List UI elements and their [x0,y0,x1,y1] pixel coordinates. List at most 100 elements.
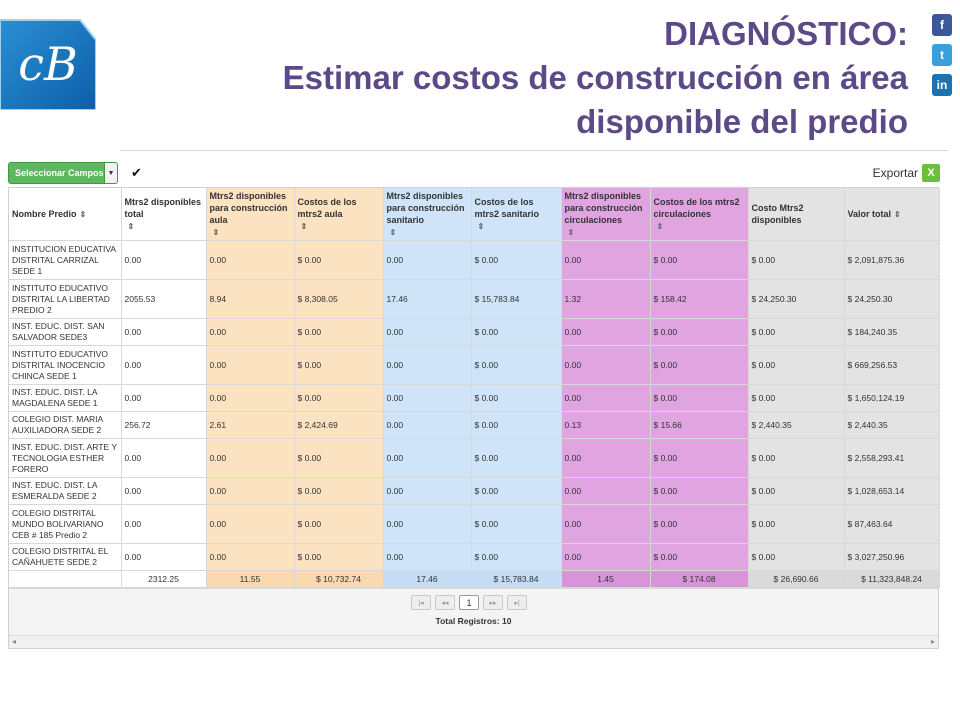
table-cell: 0.00 [561,477,651,505]
table-cell: $ 0.00 [471,438,562,478]
sort-icon[interactable]: ⇕ [300,221,308,231]
column-header[interactable]: Mtrs2 disponibles total ⇕ [121,188,207,241]
next-page-button[interactable]: ▸▸ [483,595,503,610]
predio-name-cell: INST. EDUC. DIST. SAN SALVADOR SEDE3 [9,318,122,346]
table-row[interactable]: INSTITUTO EDUCATIVO DISTRITAL INOCENCIO … [9,345,940,385]
table-cell: $ 0.00 [471,477,562,505]
prev-page-button[interactable]: ◂◂ [435,595,455,610]
scroll-right-icon[interactable]: ▸ [930,637,935,646]
column-header[interactable]: Mtrs2 disponibles para construcción aula… [206,188,295,241]
sort-icon[interactable]: ⇕ [212,227,220,237]
column-header[interactable]: Mtrs2 disponibles para construcción circ… [561,188,651,241]
table-cell: $ 0.00 [294,345,384,385]
table-row[interactable]: INSTITUTO EDUCATIVO DISTRITAL LA LIBERTA… [9,279,940,319]
table-cell: $ 158.42 [650,279,749,319]
table-cell: $ 2,091,875.36 [844,240,940,280]
table-cell: 0.00 [383,318,472,346]
table-cell: $ 669,256.53 [844,345,940,385]
sort-icon[interactable]: ⇕ [656,221,664,231]
export-label: Exportar [872,166,918,180]
svg-text:cB: cB [18,37,78,91]
table-cell: 0.00 [206,240,295,280]
column-header[interactable]: Valor total ⇕ [844,188,940,241]
table-row[interactable]: INST. EDUC. DIST. LA MAGDALENA SEDE 1 0.0… [9,384,940,412]
horizontal-scrollbar[interactable]: ◂ ▸ [9,635,938,648]
table-cell: 0.00 [206,345,295,385]
table-cell: 0.00 [383,384,472,412]
sort-icon[interactable]: ⇕ [127,221,135,231]
table-row[interactable]: COLEGIO DISTRITAL EL CAÑAHUETE SEDE 2 0.0… [9,543,940,571]
excel-icon: X [922,164,940,182]
table-cell: 0.00 [561,438,651,478]
slide-title-line2: Estimar costos de construcción en área d… [282,59,908,140]
twitter-icon[interactable]: t [932,44,952,66]
total-cell: $ 15,783.84 [471,570,562,588]
table-cell: $ 0.00 [748,438,845,478]
table-cell: $ 0.00 [650,438,749,478]
pager-area: |◂ ◂◂ 1 ▸▸ ▸| Total Registros: 10 [9,588,938,635]
last-page-button[interactable]: ▸| [507,595,527,610]
predio-name-cell: COLEGIO DISTRITAL EL CAÑAHUETE SEDE 2 [9,543,122,571]
table-cell: $ 2,440.35 [844,411,940,439]
table-cell: $ 184,240.35 [844,318,940,346]
column-header[interactable]: Nombre Predio ⇕ [9,188,122,241]
logo: cB [0,14,97,111]
table-cell: 0.00 [383,411,472,439]
table-cell: 0.00 [121,504,207,544]
table-cell: $ 2,424.69 [294,411,384,439]
facebook-icon[interactable]: f [932,14,952,36]
table-cell: $ 2,440.35 [748,411,845,439]
table-cell: $ 0.00 [471,318,562,346]
table-cell: 0.00 [383,543,472,571]
page-1-button[interactable]: 1 [459,595,479,610]
table-row[interactable]: COLEGIO DIST. MARIA AUXILIADORA SEDE 2 25… [9,411,940,439]
table-cell: 2.61 [206,411,295,439]
sort-icon[interactable]: ⇕ [389,227,397,237]
chevron-down-icon[interactable]: ▼ [104,163,117,183]
data-grid: Nombre Predio ⇕ Mtrs2 disponibles total ⇕ … [8,187,940,649]
predio-name-cell: INSTITUCION EDUCATIVA DISTRITAL CARRIZAL… [9,240,122,280]
table-cell: 0.00 [121,240,207,280]
table-cell: 0.13 [561,411,651,439]
table-cell: $ 0.00 [748,543,845,571]
table-row[interactable]: INST. EDUC. DIST. ARTE Y TECNOLOGIA ESTH… [9,438,940,478]
table-cell: 0.00 [383,477,472,505]
sort-icon[interactable]: ⇕ [567,227,575,237]
table-row[interactable]: INSTITUCION EDUCATIVA DISTRITAL CARRIZAL… [9,240,940,280]
table-row[interactable]: INST. EDUC. DIST. LA ESMERALDA SEDE 2 0.0… [9,477,940,505]
check-icon: ✔ [131,165,142,180]
table-cell: $ 0.00 [650,477,749,505]
table-cell: $ 1,028,653.14 [844,477,940,505]
column-header[interactable]: Mtrs2 disponibles para construcción sani… [383,188,472,241]
sort-icon[interactable]: ⇕ [79,209,87,219]
column-header[interactable]: Costos de los mtrs2 aula ⇕ [294,188,384,241]
table-cell: 2055.53 [121,279,207,319]
table-cell: 0.00 [206,477,295,505]
table-cell: 0.00 [121,345,207,385]
table-cell: 256.72 [121,411,207,439]
table-cell: $ 0.00 [650,345,749,385]
column-header[interactable]: Costos de los mtrs2 sanitario ⇕ [471,188,562,241]
sort-icon[interactable]: ⇕ [894,209,901,219]
sort-icon[interactable]: ⇕ [477,221,485,231]
table-cell: $ 0.00 [294,384,384,412]
table-cell: $ 0.00 [748,504,845,544]
table-cell: $ 0.00 [748,384,845,412]
table-cell: $ 0.00 [748,345,845,385]
first-page-button[interactable]: |◂ [411,595,431,610]
table-cell: $ 0.00 [294,477,384,505]
export-button[interactable]: Exportar X [873,164,940,182]
predio-name-cell: INST. EDUC. DIST. LA MAGDALENA SEDE 1 [9,384,122,412]
table-row[interactable]: COLEGIO DISTRITAL MUNDO BOLIVARIANO CEB … [9,504,940,544]
table-row[interactable]: INST. EDUC. DIST. SAN SALVADOR SEDE3 0.00… [9,318,940,346]
table-cell: $ 24,250.30 [748,279,845,319]
linkedin-icon[interactable]: in [932,74,952,96]
column-header[interactable]: Costo Mtrs2 disponibles [748,188,845,241]
scroll-left-icon[interactable]: ◂ [12,637,17,646]
select-fields-button[interactable]: Seleccionar Campos ▼ [8,162,118,184]
predio-name-cell: INST. EDUC. DIST. ARTE Y TECNOLOGIA ESTH… [9,438,122,478]
predio-name-cell: INSTITUTO EDUCATIVO DISTRITAL LA LIBERTA… [9,279,122,319]
table-cell: $ 15.66 [650,411,749,439]
column-header[interactable]: Costos de los mtrs2 circulaciones ⇕ [650,188,749,241]
table-cell: $ 0.00 [650,384,749,412]
